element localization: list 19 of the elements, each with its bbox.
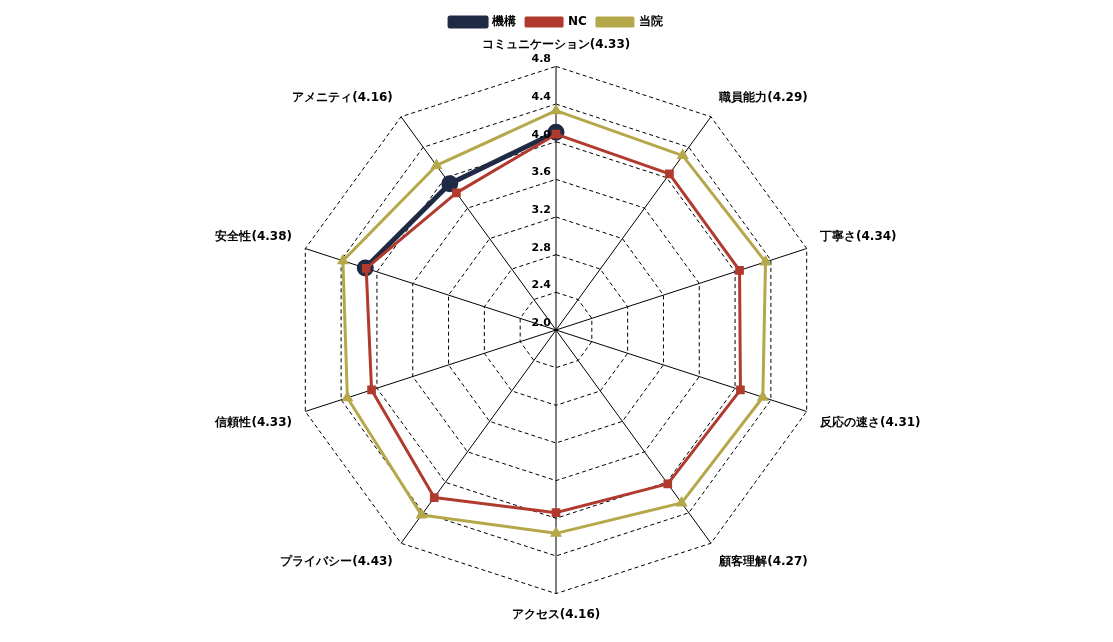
spoke-label: 丁寧さ(4.34) xyxy=(819,229,897,244)
spoke-label: アメニティ(4.16) xyxy=(292,90,393,105)
legend-label: 機構 xyxy=(491,14,517,29)
y-tick-label: 4.8 xyxy=(531,52,551,66)
y-tick-label: 2.8 xyxy=(531,240,551,254)
spoke-label: 反応の速さ(4.31) xyxy=(819,415,921,430)
spoke-label: 信頼性(4.33) xyxy=(214,415,292,430)
spoke-label: コミュニケーション(4.33) xyxy=(481,37,631,52)
spoke-label: プライバシー(4.43) xyxy=(280,553,393,568)
y-tick-label: 4.4 xyxy=(531,89,552,103)
spoke-label: 安全性(4.38) xyxy=(215,229,292,244)
legend-label: NC xyxy=(568,14,588,29)
y-tick-label: 3.6 xyxy=(531,165,552,179)
spoke-label: 顧客理解(4.27) xyxy=(718,553,808,568)
spoke-label: アクセス(4.16) xyxy=(511,606,601,621)
y-tick-label: 2.4 xyxy=(531,278,552,292)
y-tick-label: 3.2 xyxy=(531,202,551,216)
spoke-label: 職員能力(4.29) xyxy=(718,90,808,105)
legend-label: 当院 xyxy=(638,14,663,29)
